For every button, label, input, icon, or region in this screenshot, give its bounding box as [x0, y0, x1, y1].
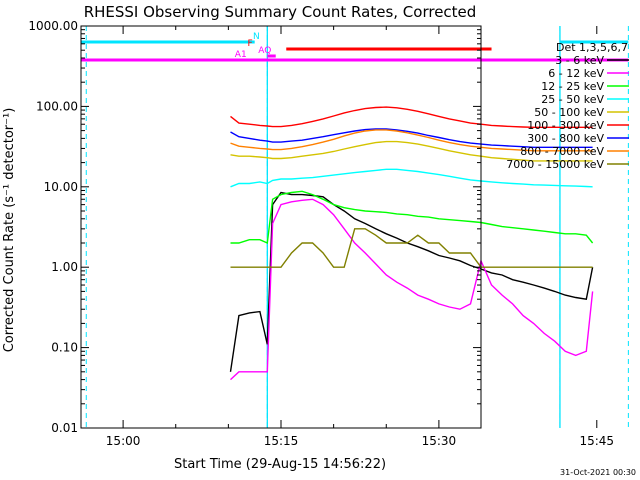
series-line-6	[230, 128, 593, 149]
y-tick-label-3: 10.00	[44, 180, 78, 194]
series-line-1	[230, 198, 594, 381]
axes: 0.01 0.10 1.00 10.00 100.00 1000.00 15:00 15:15…	[28, 19, 614, 448]
series-line-5	[230, 106, 593, 129]
y-tick-label-4: 100.00	[36, 99, 78, 113]
y-tick-label-1: 0.10	[51, 341, 78, 355]
series-line-2	[230, 190, 594, 245]
series-line-4	[230, 140, 593, 162]
x-axis-label: Start Time (29-Aug-15 14:56:22)	[174, 457, 386, 472]
legend-label-5: 100 - 300 keV	[527, 119, 604, 132]
chart-title: RHESSI Observing Summary Count Rates, Co…	[84, 3, 477, 21]
flag-label-F: F	[247, 39, 252, 49]
x-tick-label-1: 15:15	[264, 434, 299, 448]
flag-label-AQ: AQ	[258, 46, 271, 56]
x-tick-label-3: 15:45	[579, 434, 614, 448]
legend-title: Det 1,3,5,6,7	[556, 41, 628, 54]
legend-label-0: 3 - 6 keV	[555, 54, 604, 67]
legend-label-1: 6 - 12 keV	[548, 67, 604, 80]
legend-label-2: 12 - 25 keV	[541, 80, 604, 93]
plot-area: NF AQ A1	[81, 26, 629, 428]
legend-label-8: 7000 - 15000 keV	[506, 158, 604, 171]
legend-label-6: 300 - 800 keV	[527, 132, 604, 145]
footer-date: 31-Oct-2021 00:30	[560, 468, 636, 477]
flag-label-N: N	[253, 32, 260, 42]
plot-frame	[80, 25, 482, 429]
x-tick-label-2: 15:30	[422, 434, 457, 448]
x-tick-label-0: 15:00	[106, 434, 141, 448]
series-line-3	[230, 168, 593, 188]
y-tick-label-5: 1000.00	[28, 19, 78, 33]
legend-label-3: 25 - 50 keV	[541, 93, 604, 106]
y-tick-label-0: 0.01	[51, 421, 78, 435]
legend-label-4: 50 - 100 keV	[534, 106, 604, 119]
y-axis-label: Corrected Count Rate (s⁻¹ detector⁻¹)	[2, 108, 17, 353]
legend-label-7: 800 - 7000 keV	[520, 145, 604, 158]
series-line-8	[230, 228, 593, 268]
flag-label-A1: A1	[235, 50, 247, 60]
series-line-0	[229, 191, 594, 372]
y-tick-label-2: 1.00	[51, 260, 78, 274]
series-line-7	[230, 129, 593, 152]
